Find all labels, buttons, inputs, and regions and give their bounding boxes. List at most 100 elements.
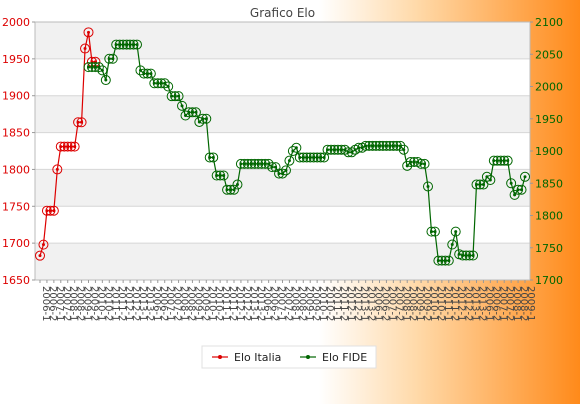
data-point — [80, 43, 91, 54]
x-tick-label: 2008-2 — [407, 286, 418, 321]
data-point-center — [523, 175, 527, 179]
data-point — [132, 39, 142, 50]
x-tick-label: 2008-1 — [511, 286, 522, 321]
grid-band — [35, 243, 530, 280]
right-tick-label: 1750 — [535, 242, 563, 255]
data-point — [263, 158, 274, 169]
data-point — [208, 152, 219, 163]
x-tick-label: 2007-2 — [172, 286, 183, 321]
x-tick-label: 2011-1 — [220, 286, 231, 321]
data-point-center — [513, 193, 517, 197]
x-tick-label: 2008-1 — [289, 286, 300, 321]
data-point-center — [38, 254, 42, 258]
data-point — [270, 162, 281, 173]
data-point — [443, 255, 454, 266]
grid-band — [35, 169, 530, 207]
data-point-center — [87, 30, 90, 34]
right-tick-label: 1950 — [535, 113, 563, 126]
left-tick-label: 1850 — [2, 127, 30, 140]
data-point-center — [73, 145, 77, 149]
x-tick-label: 2007-1 — [386, 286, 397, 321]
x-tick-label: 2006-1 — [40, 286, 51, 321]
x-tick-label: 2013-2 — [477, 286, 488, 321]
x-tick-label: 2006-2 — [490, 286, 501, 321]
left-tick-label: 1800 — [2, 163, 30, 176]
data-point — [52, 164, 63, 175]
data-point — [83, 27, 94, 38]
data-point — [173, 91, 184, 102]
data-point — [190, 107, 201, 118]
left-tick-label: 1650 — [2, 274, 30, 287]
data-point — [93, 62, 104, 73]
x-tick-label: 2013-2 — [255, 286, 266, 321]
x-tick-label: 2008-1 — [400, 286, 411, 321]
data-point — [180, 110, 191, 121]
data-point — [346, 147, 357, 158]
left-tick-label: 1700 — [2, 237, 30, 250]
data-point — [159, 78, 170, 89]
data-point-center — [509, 181, 513, 185]
data-point-center — [177, 94, 181, 98]
data-point-center — [222, 174, 226, 178]
x-tick-label: 2009-1 — [414, 286, 425, 321]
x-tick-label: 2006-1 — [262, 286, 273, 321]
data-point-center — [135, 43, 139, 47]
x-tick-label: 2009-1 — [525, 286, 536, 321]
data-point — [218, 170, 229, 181]
data-point — [277, 168, 288, 179]
right-tick-label: 1850 — [535, 177, 563, 190]
right-tick-label: 2100 — [535, 16, 563, 29]
data-point — [419, 158, 430, 169]
data-point-center — [471, 253, 475, 257]
data-point — [135, 65, 146, 76]
data-point-center — [41, 243, 45, 247]
data-point — [280, 165, 291, 176]
data-point-center — [398, 144, 402, 148]
plot-area — [35, 22, 530, 280]
data-point — [107, 53, 118, 64]
data-point-center — [426, 184, 430, 188]
data-point — [177, 100, 188, 111]
data-point — [481, 171, 492, 182]
x-tick-label: 2006-1 — [483, 286, 494, 321]
data-point-center — [506, 159, 510, 163]
x-tick-label: 2007-2 — [283, 286, 294, 321]
x-tick-label: 2006-2 — [47, 286, 58, 321]
x-tick-label: 2008-2 — [186, 286, 197, 321]
x-tick-label: 2013-2 — [366, 286, 377, 321]
data-point-center — [450, 243, 454, 247]
data-point — [163, 81, 174, 92]
data-point — [229, 184, 239, 195]
x-tick-label: 2012-2 — [241, 286, 252, 321]
data-point — [398, 144, 409, 155]
legend-marker — [306, 355, 310, 359]
data-point-center — [520, 188, 524, 192]
data-point — [232, 179, 243, 190]
grid-band — [35, 22, 530, 59]
data-point — [76, 117, 87, 128]
grid-band — [35, 95, 530, 133]
right-tick-label: 2000 — [535, 81, 563, 94]
x-tick-label: 2013-1 — [137, 286, 148, 321]
right-tick-label: 2050 — [535, 48, 563, 61]
x-tick-label: 2013-1 — [248, 286, 259, 321]
x-tick-label: 2006-1 — [373, 286, 384, 321]
x-tick-label: 2009-1 — [82, 286, 93, 321]
data-point — [485, 175, 496, 186]
data-point-center — [488, 178, 492, 182]
right-tick-label: 1700 — [535, 274, 563, 287]
x-tick-label: 2010-2 — [213, 286, 224, 321]
x-tick-label: 2010-1 — [317, 286, 328, 321]
x-tick-label: 2007-1 — [497, 286, 508, 321]
right-tick-label: 1900 — [535, 145, 563, 158]
x-tick-label: 2008-1 — [68, 286, 79, 321]
x-tick-label: 2010-2 — [435, 286, 446, 321]
data-point — [502, 155, 513, 166]
x-tick-label: 2008-2 — [75, 286, 86, 321]
data-point — [38, 239, 49, 250]
data-point — [429, 226, 440, 237]
data-point-center — [166, 85, 170, 88]
data-point-center — [287, 159, 291, 163]
x-tick-label: 2009-2 — [421, 286, 432, 321]
